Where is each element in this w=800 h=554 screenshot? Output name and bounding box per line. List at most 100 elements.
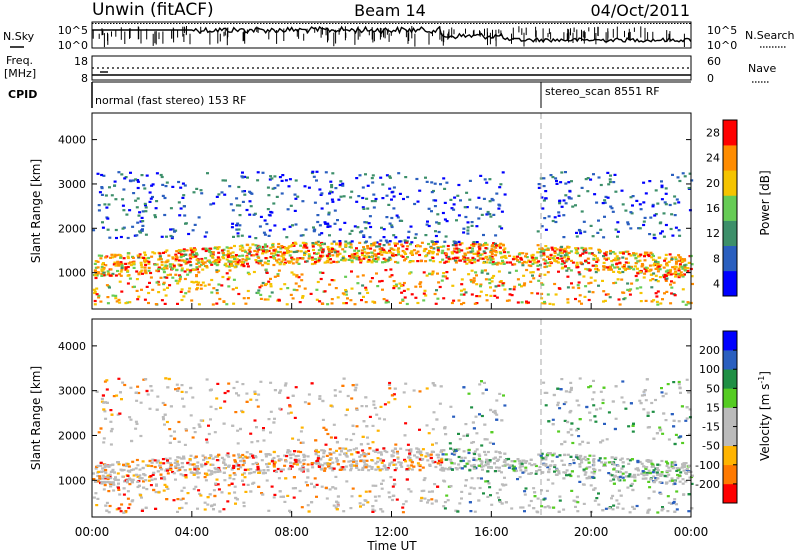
- scatter-cell: [437, 222, 441, 225]
- scatter-cell: [631, 195, 635, 198]
- scatter-cell: [659, 428, 663, 431]
- scatter-cell: [115, 236, 118, 240]
- scatter-cell: [216, 483, 220, 486]
- scatter-cell: [503, 254, 507, 258]
- scatter-cell: [586, 458, 590, 461]
- scatter-cell: [197, 216, 201, 219]
- scatter-cell: [206, 503, 210, 506]
- scatter-cell: [384, 259, 388, 262]
- scatter-cell: [329, 261, 333, 264]
- scatter-cell: [375, 272, 378, 275]
- scatter-cell: [606, 266, 610, 269]
- scatter-cell: [577, 194, 581, 197]
- scatter-cell: [135, 289, 139, 292]
- scatter-cell: [577, 281, 581, 284]
- scatter-cell: [267, 280, 271, 283]
- scatter-cell: [433, 182, 437, 185]
- scatter-cell: [346, 297, 349, 300]
- scatter-cell: [179, 498, 183, 501]
- scatter-cell: [315, 170, 319, 173]
- scatter-cell: [110, 427, 114, 431]
- scatter-cell: [299, 244, 303, 247]
- scatter-cell: [656, 270, 660, 273]
- scatter-cell: [365, 405, 368, 408]
- scatter-cell: [166, 386, 170, 389]
- scatter-cell: [272, 256, 276, 259]
- scatter-cell: [356, 275, 360, 278]
- scatter-cell: [304, 481, 308, 484]
- scatter-cell: [462, 450, 466, 453]
- scatter-cell: [430, 273, 434, 276]
- scatter-cell: [320, 192, 324, 195]
- scatter-cell: [557, 270, 560, 273]
- scatter-cell: [299, 250, 303, 253]
- scatter-cell: [582, 249, 586, 252]
- scatter-cell: [165, 181, 169, 184]
- scatter-cell: [241, 464, 245, 467]
- scatter-cell: [638, 259, 642, 262]
- scatter-cell: [640, 263, 644, 266]
- scatter-cell: [664, 223, 668, 227]
- scatter-cell: [414, 296, 418, 299]
- scatter-cell: [213, 467, 217, 470]
- scatter-cell: [300, 426, 304, 429]
- scatter-cell: [636, 272, 640, 275]
- scatter-cell: [188, 468, 192, 471]
- scatter-cell: [315, 252, 319, 255]
- scatter-cell: [348, 245, 352, 249]
- scatter-cell: [384, 466, 388, 469]
- scatter-cell: [160, 267, 164, 270]
- scatter-cell: [596, 231, 600, 234]
- scatter-cell: [658, 426, 662, 429]
- scatter-cell: [394, 285, 398, 288]
- scatter-cell: [416, 451, 420, 454]
- scatter-cell: [129, 386, 133, 389]
- power-colorbar-label: Power [dB]: [758, 170, 772, 235]
- scatter-cell: [439, 468, 443, 471]
- scatter-cell: [142, 378, 146, 381]
- scatter-cell: [380, 461, 384, 464]
- scatter-cell: [119, 510, 123, 513]
- scatter-cell: [488, 261, 492, 264]
- scatter-cell: [222, 508, 226, 511]
- scatter-cell: [658, 276, 662, 279]
- scatter-cell: [609, 249, 612, 253]
- scatter-cell: [647, 480, 651, 483]
- scatter-cell: [181, 259, 185, 262]
- scatter-cell: [141, 272, 144, 275]
- scatter-cell: [649, 478, 653, 481]
- scatter-cell: [274, 250, 278, 253]
- scatter-cell: [669, 227, 673, 231]
- scatter-cell: [321, 455, 325, 458]
- scatter-cell: [160, 175, 164, 179]
- scatter-cell: [567, 246, 571, 249]
- scatter-cell: [370, 459, 374, 462]
- scatter-cell: [379, 451, 383, 454]
- scatter-cell: [532, 487, 536, 490]
- scatter-cell: [227, 455, 231, 458]
- scatter-cell: [273, 224, 277, 227]
- scatter-cell: [292, 273, 296, 276]
- scatter-cell: [661, 506, 664, 509]
- scatter-cell: [576, 266, 580, 269]
- scatter-cell: [93, 303, 97, 306]
- scatter-cell: [645, 251, 649, 254]
- velocity-field: [92, 377, 694, 514]
- scatter-cell: [231, 222, 235, 225]
- scatter-cell: [620, 467, 624, 470]
- scatter-cell: [330, 184, 334, 187]
- scatter-cell: [469, 259, 473, 262]
- scatter-cell: [656, 303, 660, 306]
- scatter-cell: [482, 233, 485, 237]
- scatter-cell: [143, 251, 147, 254]
- scatter-cell: [359, 259, 363, 262]
- scatter-cell: [134, 427, 138, 430]
- scatter-cell: [155, 484, 158, 487]
- scatter-cell: [587, 282, 591, 285]
- scatter-cell: [326, 222, 330, 225]
- noise-right-label: N.Search: [745, 29, 795, 42]
- scatter-cell: [507, 299, 511, 302]
- scatter-cell: [675, 490, 679, 493]
- scatter-cell: [608, 178, 612, 181]
- scatter-cell: [564, 401, 568, 404]
